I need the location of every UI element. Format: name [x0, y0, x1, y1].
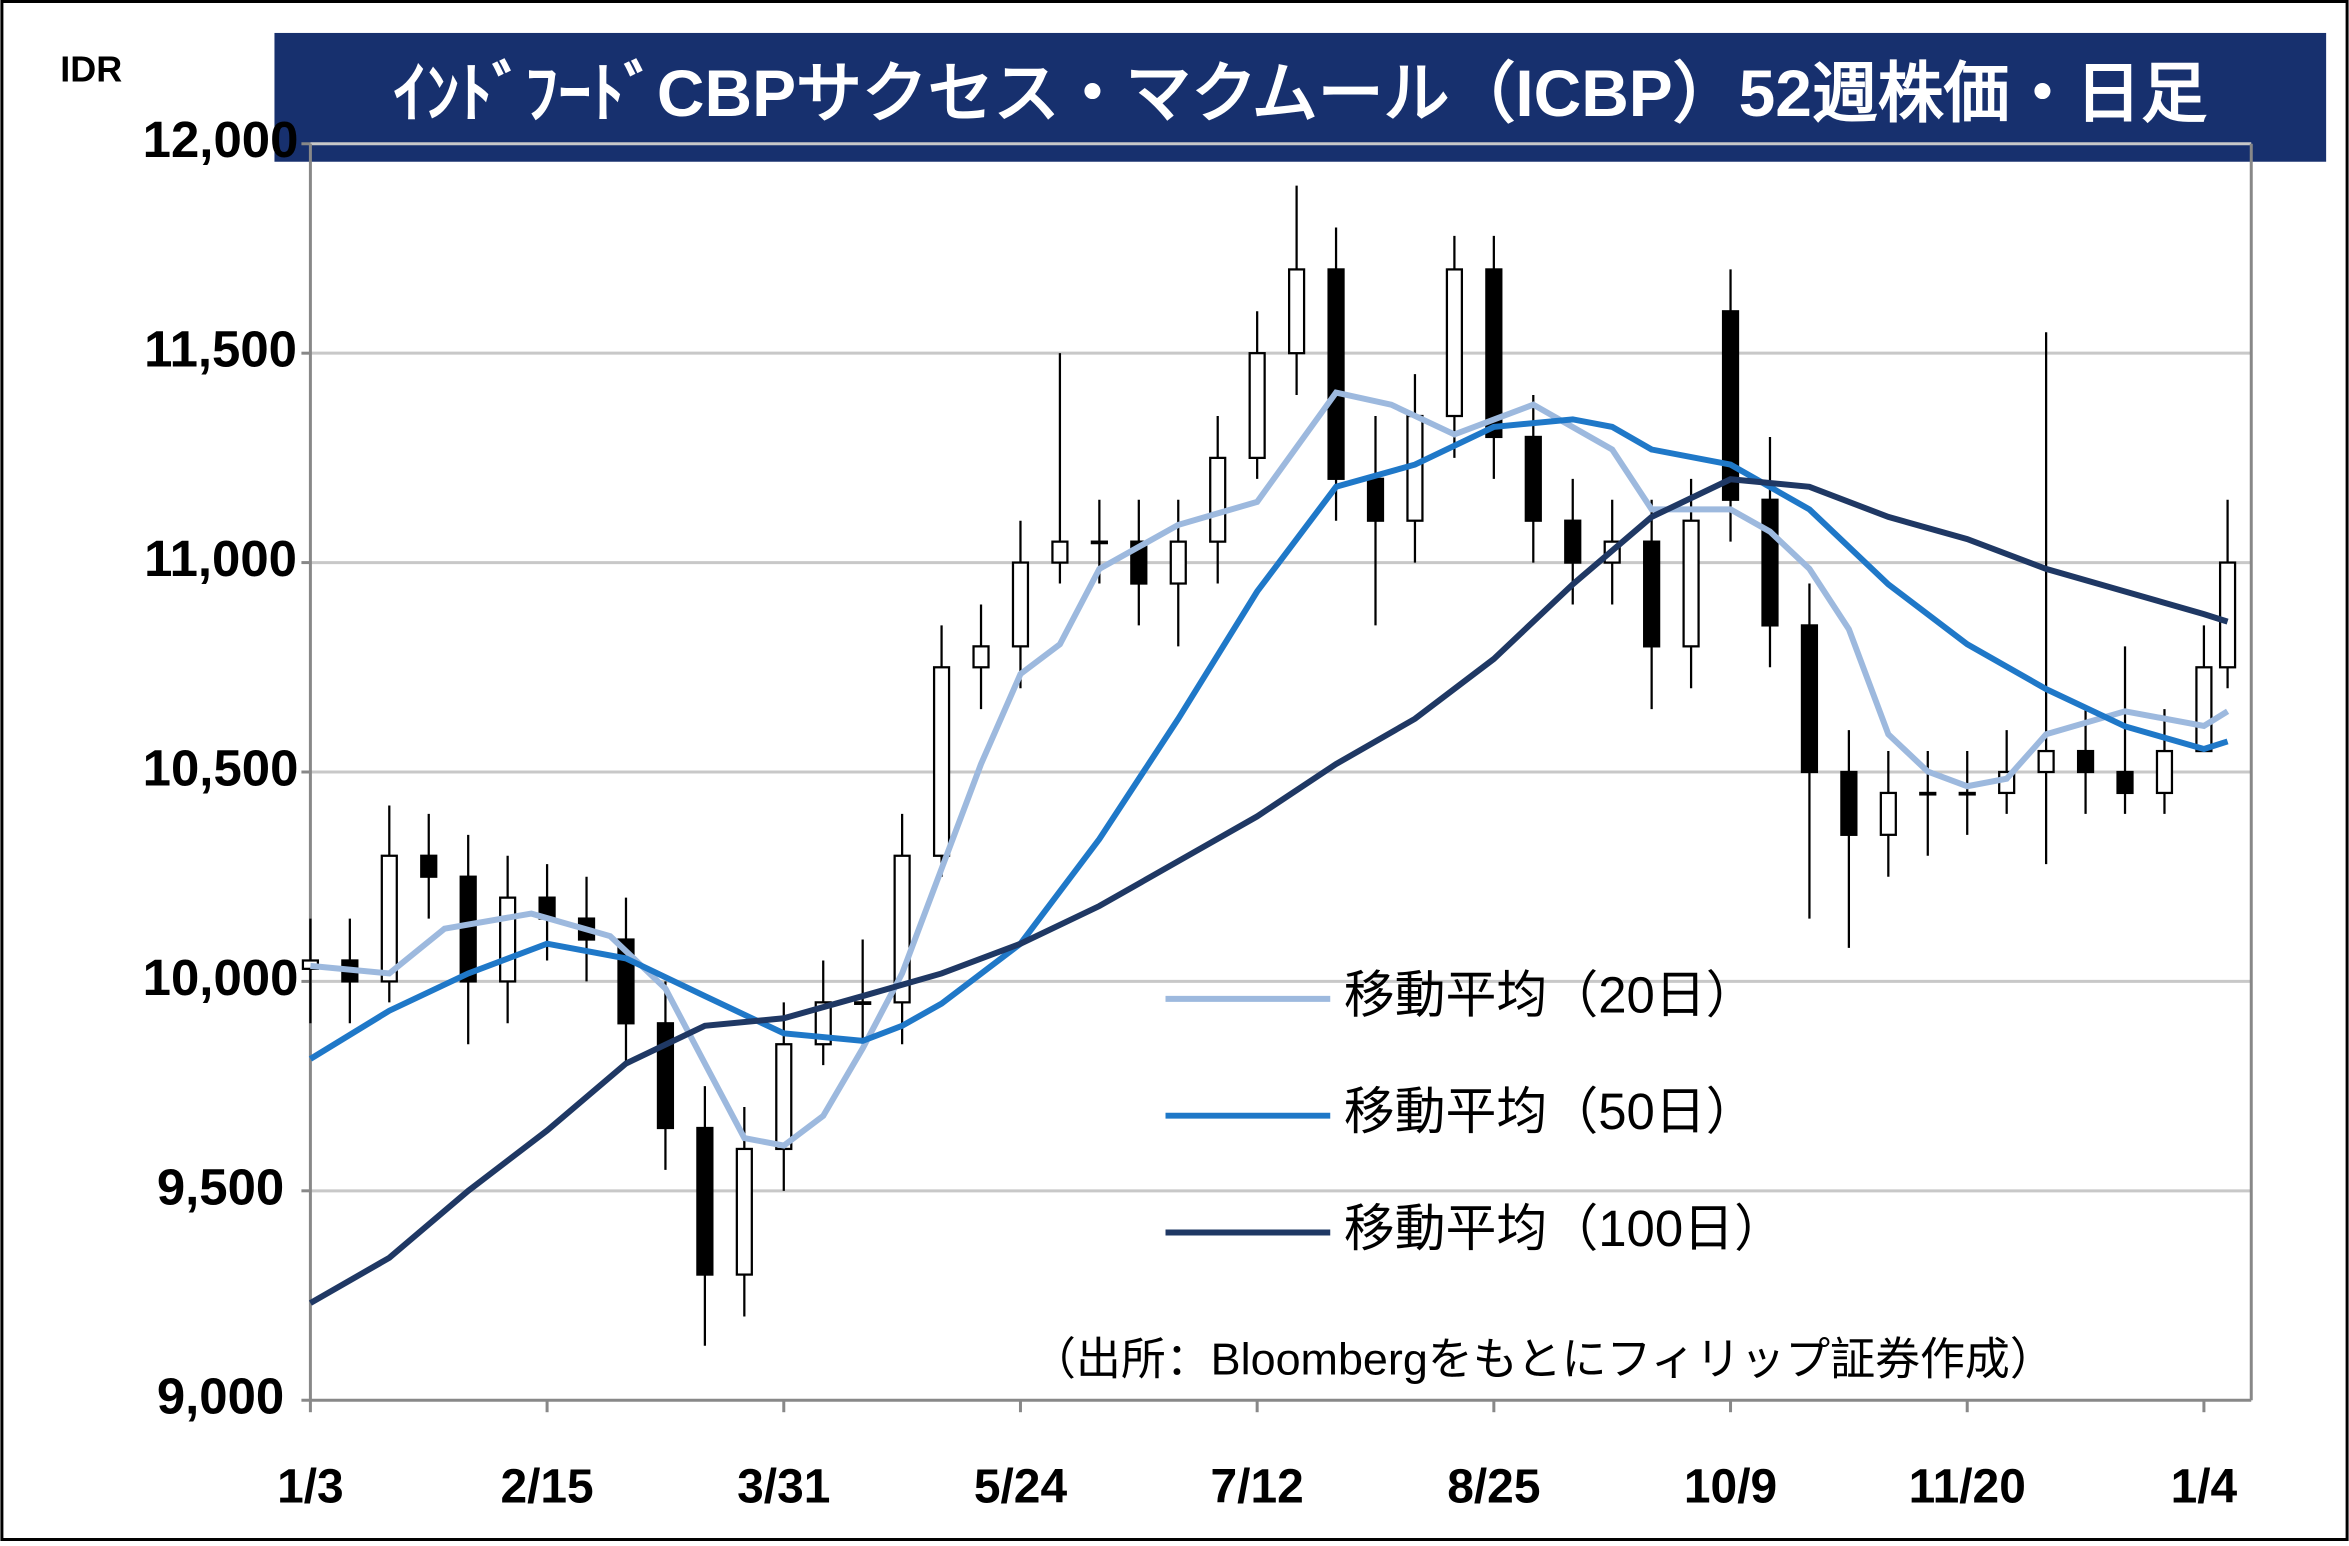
candle-body: [775, 1043, 793, 1151]
candle-body: [1524, 435, 1542, 522]
candle-body: [1011, 561, 1030, 648]
y-tick-label: 10,500: [143, 739, 299, 796]
y-tick-label: 10,000: [143, 949, 299, 1006]
candle-body: [1090, 540, 1108, 545]
y-tick-label: 9,500: [157, 1158, 284, 1215]
candle-body: [2155, 749, 2174, 795]
candle-body: [696, 1126, 714, 1276]
y-unit: IDR: [60, 48, 122, 89]
candle-body: [1643, 540, 1661, 648]
candle-body: [1564, 519, 1582, 564]
x-tick-label: 2/15: [500, 1461, 593, 1514]
candle-body: [1169, 540, 1187, 585]
candle-body: [1919, 791, 1937, 796]
candle-body: [2076, 749, 2095, 774]
candle-body: [2195, 666, 2213, 753]
candle-body: [2037, 749, 2055, 774]
source-note: （出所：Bloombergをもとにフィリップ証券作成）: [1031, 1334, 2055, 1385]
title-box: [274, 32, 2327, 162]
candle-body: [1958, 791, 1976, 796]
candle-body: [932, 666, 951, 857]
candle-body: [735, 1147, 753, 1276]
candle-body: [1879, 791, 1897, 836]
x-tick-label: 11/20: [1909, 1461, 2026, 1514]
candle-body: [380, 854, 398, 983]
candle-body: [2116, 770, 2134, 795]
candle-body: [1327, 268, 1345, 480]
candle-body: [1051, 540, 1069, 564]
x-tick-label: 10/9: [1684, 1461, 1777, 1514]
ma-line: [308, 476, 2229, 1306]
candle-body: [1366, 477, 1385, 522]
candle-body: [1721, 310, 1740, 501]
candle-body: [1248, 352, 1266, 460]
candle-body: [499, 896, 517, 983]
y-tick-label: 12,000: [143, 111, 299, 168]
legend-label: 移動平均（20日）: [1344, 966, 1757, 1023]
candle-body: [1761, 498, 1779, 627]
ma-line: [310, 389, 2230, 1149]
candle-body: [1209, 456, 1227, 543]
candle-body: [1287, 268, 1306, 355]
candle-body: [1840, 770, 1858, 836]
candle-body: [1682, 519, 1700, 648]
ma-line: [308, 416, 2229, 1062]
legend-label: 移動平均（50日）: [1344, 1083, 1757, 1140]
candle-body: [420, 854, 438, 878]
x-tick-label: 8/25: [1447, 1461, 1540, 1514]
candle-body: [459, 875, 477, 983]
candle-body: [1485, 268, 1503, 439]
y-tick-label: 11,500: [144, 321, 297, 378]
y-tick-label: 9,000: [157, 1368, 284, 1425]
x-tick-label: 1/3: [277, 1461, 344, 1514]
candle-body: [972, 645, 990, 669]
legend-label: 移動平均（100日）: [1344, 1200, 1785, 1257]
chart-title: ｲﾝﾄﾞﾌｰﾄﾞCBPサクセス・マクムール（ICBP）52週株価・日足: [393, 56, 2207, 130]
x-tick-label: 1/4: [2171, 1461, 2238, 1514]
candle-body: [1800, 624, 1819, 774]
x-tick-label: 7/12: [1211, 1461, 1304, 1514]
x-tick-label: 3/31: [737, 1461, 830, 1514]
x-tick-label: 5/24: [974, 1461, 1068, 1514]
y-tick-label: 11,000: [144, 530, 297, 587]
candle-body: [1445, 268, 1464, 418]
candle-body: [2218, 561, 2237, 669]
candle-body: [854, 1001, 872, 1005]
